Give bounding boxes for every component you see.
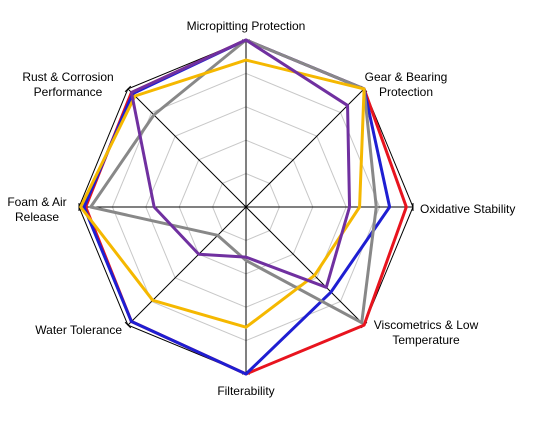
- axis-label-7-line2: Performance: [34, 85, 103, 99]
- axis-label-1-line2: Protection: [379, 85, 433, 99]
- axis-tick-5: [124, 321, 132, 329]
- axis-label-6: Foam & Air Release: [7, 195, 66, 224]
- axis-label-3-line1: Viscometrics & Low: [374, 318, 479, 332]
- axis-label-1-line1: Gear & Bearing: [365, 70, 448, 84]
- axis-label-3: Viscometrics & Low Temperature: [374, 318, 479, 347]
- axis-label-7-line1: Rust & Corrosion: [22, 70, 113, 84]
- axis-spoke-1: [245, 88, 365, 208]
- axis-label-5: Water Tolerance: [35, 323, 122, 337]
- series-line-2: [89, 38, 378, 325]
- axis-label-2: Oxidative Stability: [420, 202, 515, 216]
- axis-spoke-3: [245, 206, 365, 326]
- series-line-4: [129, 38, 352, 289]
- radar-axis-labels: Micropitting Protection Gear & Bearing Pro…: [7, 19, 515, 398]
- axis-label-3-line2: Temperature: [392, 333, 460, 347]
- axis-label-4: Filterability: [217, 384, 274, 398]
- axis-spoke-5: [127, 206, 247, 326]
- axis-spoke-7: [127, 88, 247, 208]
- radar-series: [79, 38, 408, 376]
- series-line-3: [79, 58, 366, 329]
- axis-label-0: Micropitting Protection: [187, 19, 306, 33]
- axis-tick-7: [124, 85, 132, 93]
- axis-label-6-line1: Foam & Air: [7, 195, 66, 209]
- axis-label-6-line2: Release: [15, 210, 59, 224]
- axis-label-1: Gear & Bearing Protection: [365, 70, 448, 99]
- axis-label-7: Rust & Corrosion Performance: [22, 70, 113, 99]
